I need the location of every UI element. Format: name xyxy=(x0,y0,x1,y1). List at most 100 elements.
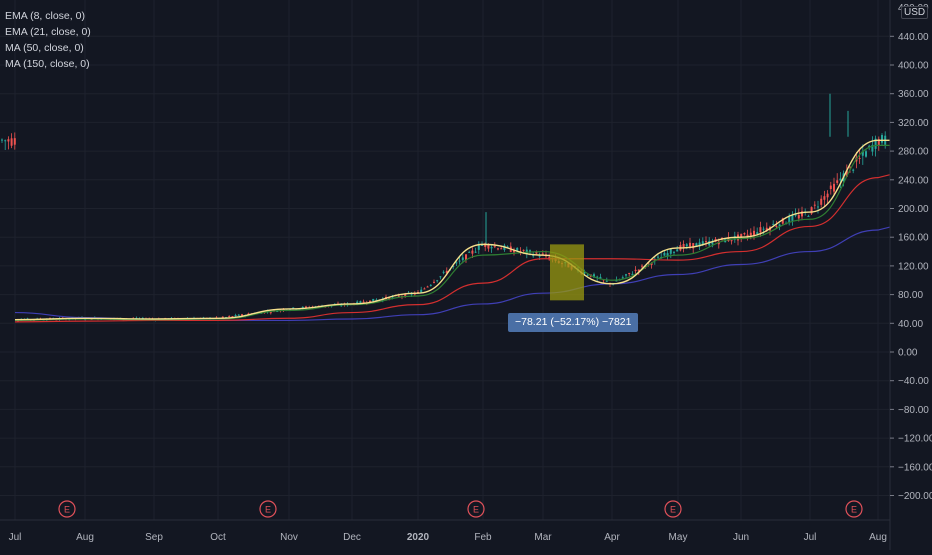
time-axis[interactable]: Jul Aug Sep Oct Nov Dec 2020 Feb Mar Apr May Jun Jul… xyxy=(0,519,890,543)
candle-body xyxy=(813,204,816,206)
measurement-box[interactable] xyxy=(550,244,584,301)
candle-body xyxy=(721,237,723,239)
candle-body xyxy=(861,151,864,156)
legend-ema21[interactable]: EMA (21, close, 0) xyxy=(5,26,91,38)
indicator-legend: EMA (8, close, 0) EMA (21, close, 0) MA … xyxy=(5,8,91,72)
candle-body xyxy=(359,301,362,304)
indicator-lines xyxy=(14,139,891,323)
candle-body xyxy=(13,138,16,145)
time-tick-label: May xyxy=(669,532,688,543)
price-tick-label: 440.00 xyxy=(898,32,929,43)
candle-body xyxy=(778,224,781,227)
candle-body xyxy=(839,178,842,181)
candle-body xyxy=(663,252,666,256)
candle-body xyxy=(356,301,359,305)
candle-body xyxy=(234,315,237,317)
candle-body xyxy=(753,230,755,236)
candle-body xyxy=(657,256,659,258)
candle-body xyxy=(516,247,519,251)
candle-body xyxy=(852,169,855,171)
candle-body xyxy=(340,305,343,307)
candle-body xyxy=(881,135,883,143)
candle-body xyxy=(461,257,464,261)
time-tick-label: Oct xyxy=(210,532,226,543)
earnings-marker[interactable] xyxy=(58,500,76,518)
candle-body xyxy=(599,276,602,280)
candle-body xyxy=(749,232,752,236)
candle-body xyxy=(740,233,743,238)
candle-body xyxy=(397,295,400,297)
candle-body xyxy=(372,298,375,302)
candle-body xyxy=(404,293,407,297)
candle-body xyxy=(423,288,426,290)
candle-body xyxy=(621,277,624,279)
candle-body xyxy=(673,251,675,253)
candle-body xyxy=(625,274,627,276)
candle-body xyxy=(445,270,448,274)
candle-body xyxy=(413,293,416,295)
earnings-marker-label: E xyxy=(670,505,676,515)
candle-body xyxy=(746,234,749,237)
candle-body xyxy=(756,232,759,234)
candle-body xyxy=(487,244,490,249)
candle-body xyxy=(541,253,544,255)
candle-body xyxy=(426,286,429,288)
candle-body xyxy=(468,251,471,253)
price-tick-label: 280.00 xyxy=(898,147,929,158)
candle-body xyxy=(823,196,826,200)
time-tick-label: Jul xyxy=(9,532,22,543)
candle-body xyxy=(535,251,538,254)
candle-body xyxy=(442,271,445,273)
candle-body xyxy=(759,227,762,233)
legend-ma50[interactable]: MA (50, close, 0) xyxy=(5,42,84,54)
candle-body xyxy=(705,241,707,243)
time-tick-label: Jun xyxy=(733,532,749,543)
candle-body xyxy=(583,272,586,274)
candle-body xyxy=(474,251,477,253)
earnings-marker[interactable] xyxy=(467,500,485,518)
candle-body xyxy=(689,242,691,247)
candle-body xyxy=(452,265,455,267)
candle-body xyxy=(455,262,458,264)
candle-body xyxy=(301,307,304,309)
time-tick-label: 2020 xyxy=(407,532,430,543)
candle-body xyxy=(362,301,365,303)
candle-body xyxy=(490,247,493,249)
time-tick-label: Aug xyxy=(76,532,94,543)
candle-body xyxy=(471,250,474,254)
candle-body xyxy=(829,185,832,189)
price-axis[interactable]: 440.00 400.00 360.00 320.00 280.00 240.00 200.… xyxy=(889,0,932,550)
candle-body xyxy=(865,151,867,157)
time-tick-label: Sep xyxy=(145,532,163,543)
currency-label[interactable]: USD xyxy=(901,6,929,19)
candle-body xyxy=(669,249,672,254)
candle-body xyxy=(810,207,813,214)
candle-body xyxy=(628,272,631,275)
candle-body xyxy=(4,140,7,142)
time-tick-label: Feb xyxy=(474,532,492,543)
candle-body xyxy=(7,139,10,142)
price-tick-label: −160.00 xyxy=(898,462,932,473)
candle-body xyxy=(429,284,432,286)
earnings-marker[interactable] xyxy=(845,500,863,518)
legend-ema8[interactable]: EMA (8, close, 0) xyxy=(5,10,85,22)
earnings-marker[interactable] xyxy=(664,500,682,518)
candle-body xyxy=(820,198,823,205)
candle-body xyxy=(586,274,589,276)
price-tick-label: −120.00 xyxy=(898,434,932,445)
candle-body xyxy=(231,316,234,318)
candle-body xyxy=(775,226,778,228)
legend-ma150[interactable]: MA (150, close, 0) xyxy=(5,58,90,70)
candle-body xyxy=(833,183,835,192)
candle-body xyxy=(762,228,765,230)
earnings-marker[interactable] xyxy=(259,500,277,518)
candle-body xyxy=(650,263,653,265)
candle-body xyxy=(634,269,637,272)
price-tick-label: −200.00 xyxy=(898,491,932,502)
candle-body xyxy=(596,276,599,278)
price-tick-label: −80.00 xyxy=(898,405,929,416)
candle-body xyxy=(682,243,685,248)
